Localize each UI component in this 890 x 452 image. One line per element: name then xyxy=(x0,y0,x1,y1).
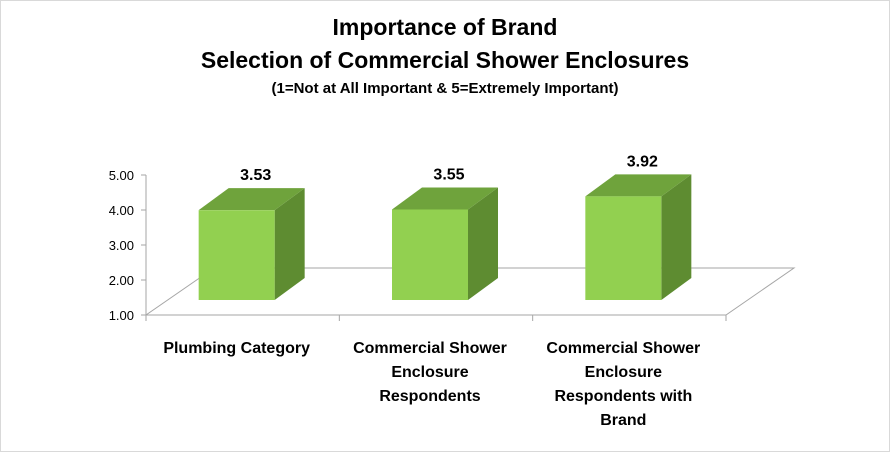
category-label: Commercial Shower Enclosure Respondents xyxy=(353,340,507,405)
bar-side xyxy=(468,187,498,300)
y-tick-label: 2.00 xyxy=(109,273,134,288)
category-label-line: Enclosure xyxy=(391,364,468,381)
bar xyxy=(585,174,692,300)
category-label-line: Brand xyxy=(600,412,646,429)
data-label: 3.53 xyxy=(240,167,271,184)
chart-title: Importance of Brand xyxy=(332,14,558,40)
y-tick-label: 3.00 xyxy=(109,238,134,253)
bar-front xyxy=(585,196,662,300)
bar-side xyxy=(661,174,692,300)
bar-top xyxy=(198,188,305,211)
bar-top xyxy=(585,174,692,197)
category-label-line: Respondents xyxy=(379,388,480,405)
bar-top xyxy=(392,187,498,210)
y-tick-label: 5.00 xyxy=(109,168,134,183)
category-label-line: Commercial Shower xyxy=(546,340,700,357)
bar xyxy=(198,188,305,300)
category-label-line: Enclosure xyxy=(585,364,662,381)
bar-side xyxy=(274,188,305,300)
chart-note: (1=Not at All Important & 5=Extremely Im… xyxy=(271,80,619,97)
category-label-line: Respondents with xyxy=(554,388,692,405)
bar-front xyxy=(198,210,275,300)
category-label: Commercial Shower Enclosure Respondents wi… xyxy=(546,340,700,429)
y-tick-label: 1.00 xyxy=(109,308,134,323)
data-label: 3.55 xyxy=(433,166,464,183)
bar xyxy=(392,187,498,300)
y-tick-label: 4.00 xyxy=(109,203,134,218)
category-label-line: Plumbing Category xyxy=(163,340,310,357)
category-label-line: Commercial Shower xyxy=(353,340,507,357)
category-label: Plumbing Category xyxy=(163,340,310,357)
data-label: 3.92 xyxy=(627,153,658,170)
bar-front xyxy=(392,209,468,300)
chart-subtitle: Selection of Commercial Shower Enclosure… xyxy=(200,47,690,73)
